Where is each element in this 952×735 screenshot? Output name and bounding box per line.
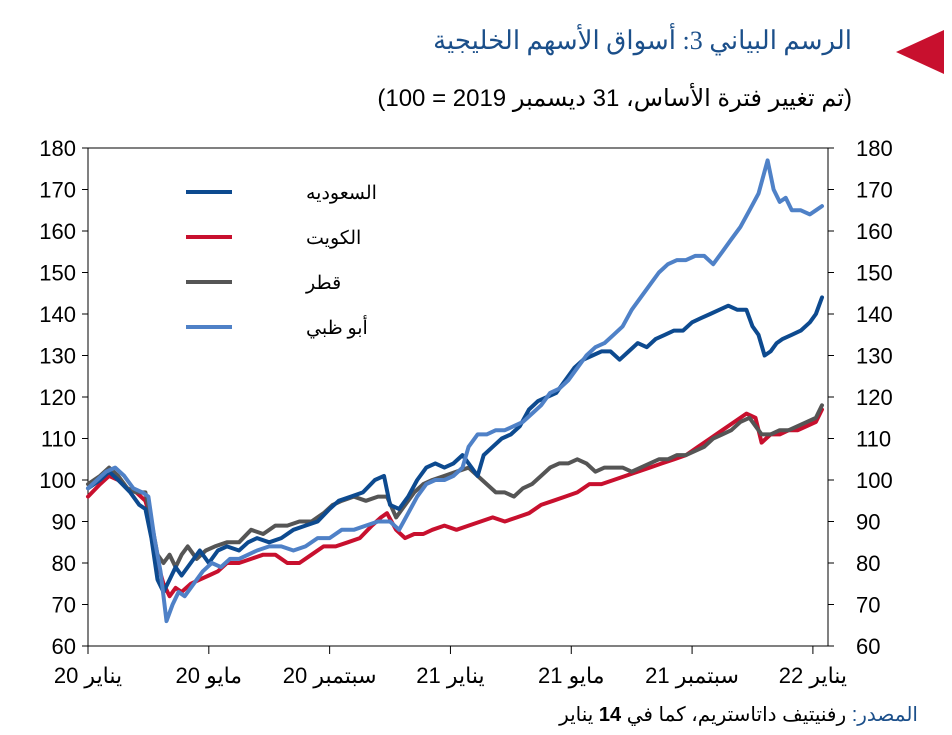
y-tick-label-right: 180 [856, 136, 893, 161]
y-tick-label-right: 110 [856, 427, 891, 452]
chart-title: الرسم البياني 3: أسواق الأسهم الخليجية [433, 26, 852, 55]
x-tick-label: مايو 20 [176, 663, 243, 688]
x-tick-label: يناير 22 [779, 663, 847, 688]
source-label: المصدر: [851, 704, 918, 726]
chart-subtitle: (تم تغيير فترة الأساس، 31 ديسمبر 2019 = … [377, 85, 852, 112]
line-chart: 60 60 70 70 80 80 90 90 100 100 110 110 120 120 130 130… [39, 136, 893, 688]
legend-label-qatar: قطر [305, 273, 341, 294]
y-tick-label-right: 70 [856, 593, 880, 618]
y-tick-label-right: 170 [856, 178, 893, 203]
y-tick-label-left: 120 [39, 385, 76, 410]
title-marker-icon [896, 30, 944, 74]
legend-label-kuwait: الكويت [306, 228, 361, 249]
series-line-abudhabi [86, 158, 824, 624]
y-tick-label-left: 130 [39, 344, 76, 369]
series-line-qatar [86, 403, 824, 570]
y-tick-label-left: 70 [52, 593, 76, 618]
y-tick-label-left: 60 [52, 634, 76, 659]
y-tick-label-left: 170 [39, 178, 76, 203]
series-line-saudi [86, 295, 824, 594]
y-tick-label-right: 130 [856, 344, 893, 369]
legend-label-abudhabi: أبو ظبي [306, 314, 368, 339]
y-tick-label-left: 100 [39, 468, 76, 493]
plot-area-frame [87, 147, 829, 647]
x-tick-label: يناير 20 [54, 663, 122, 688]
y-tick-label-left: 80 [52, 551, 76, 576]
y-tick-label-right: 140 [856, 302, 893, 327]
y-tick-label-left: 140 [39, 302, 76, 327]
y-tick-label-right: 120 [856, 385, 893, 410]
y-tick-label-left: 110 [41, 427, 76, 452]
x-tick-label: سبتمبر 20 [283, 663, 377, 688]
y-tick-label-left: 180 [39, 136, 76, 161]
source-note: المصدر: رفنيتيف داتاستريم، كما في 14 ينا… [559, 702, 918, 727]
y-tick-label-left: 90 [52, 510, 76, 535]
y-tick-label-left: 160 [39, 219, 76, 244]
y-tick-label-right: 60 [856, 634, 880, 659]
source-day: 14 [598, 704, 622, 726]
x-tick-label: يناير 21 [416, 663, 484, 688]
y-tick-label-right: 80 [856, 551, 880, 576]
y-tick-label-right: 160 [856, 219, 893, 244]
y-tick-label-left: 150 [39, 261, 76, 286]
x-tick-label: سبتمبر 21 [645, 663, 739, 688]
y-tick-label-right: 100 [856, 468, 893, 493]
y-tick-label-right: 90 [856, 510, 880, 535]
y-tick-label-right: 150 [856, 261, 893, 286]
source-text: رفنيتيف داتاستريم، كما في [621, 704, 852, 726]
legend-label-saudi: السعوديه [306, 183, 377, 204]
source-month: يناير [559, 704, 599, 726]
x-tick-label: مايو 21 [538, 663, 605, 688]
